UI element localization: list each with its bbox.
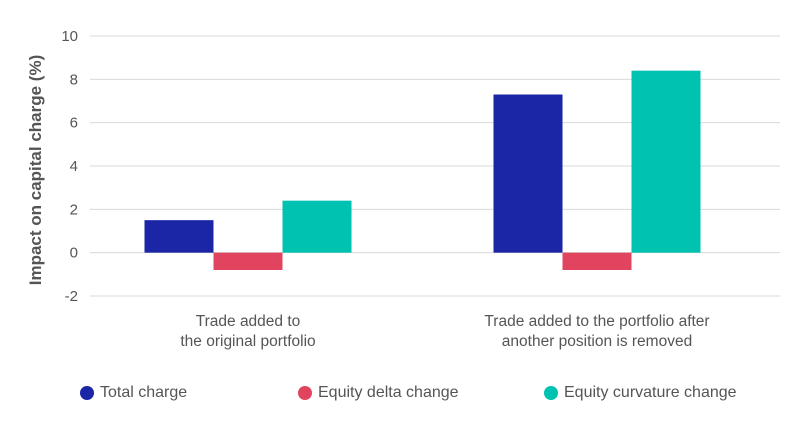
bar-total-charge: [144, 220, 214, 253]
y-axis-title: Impact on capital charge (%): [26, 55, 45, 286]
x-category-label: the original portfolio: [180, 333, 315, 350]
legend-item: Equity curvature change: [544, 379, 737, 407]
legend-swatch-icon: [298, 386, 312, 400]
x-category-label: another position is removed: [502, 333, 692, 350]
legend-label: Equity curvature change: [564, 384, 737, 401]
legend-item: Equity delta change: [298, 379, 459, 407]
y-tick-label: 10: [61, 28, 78, 45]
bars: [144, 70, 701, 270]
legend-swatch-icon: [80, 386, 94, 400]
legend-label: Total charge: [100, 384, 188, 401]
x-category-label: Trade added to: [196, 313, 301, 330]
bar-equity-delta-change: [213, 252, 283, 270]
y-tick-label: 8: [70, 71, 78, 88]
bar-equity-curvature-change: [631, 70, 701, 253]
y-tick-label: 2: [70, 201, 78, 218]
bar-equity-curvature-change: [282, 200, 352, 253]
y-tick-label: 6: [70, 115, 78, 132]
x-axis-category-labels: Trade added to the original portfolio Trad…: [180, 313, 709, 350]
legend: Total charge Equity delta change Equity cu…: [0, 379, 810, 407]
legend-label: Equity delta change: [318, 384, 459, 401]
legend-swatch-icon: [544, 386, 558, 400]
y-tick-label: 0: [70, 245, 78, 262]
bar-equity-delta-change: [562, 252, 632, 270]
y-tick-label: -2: [65, 288, 78, 305]
y-tick-label: 4: [70, 158, 78, 175]
x-category-label: Trade added to the portfolio after: [484, 313, 709, 330]
legend-item: Total charge: [80, 379, 187, 407]
bar-total-charge: [493, 94, 563, 253]
y-axis-ticks: -2 0 2 4 6 8 10: [61, 28, 78, 305]
